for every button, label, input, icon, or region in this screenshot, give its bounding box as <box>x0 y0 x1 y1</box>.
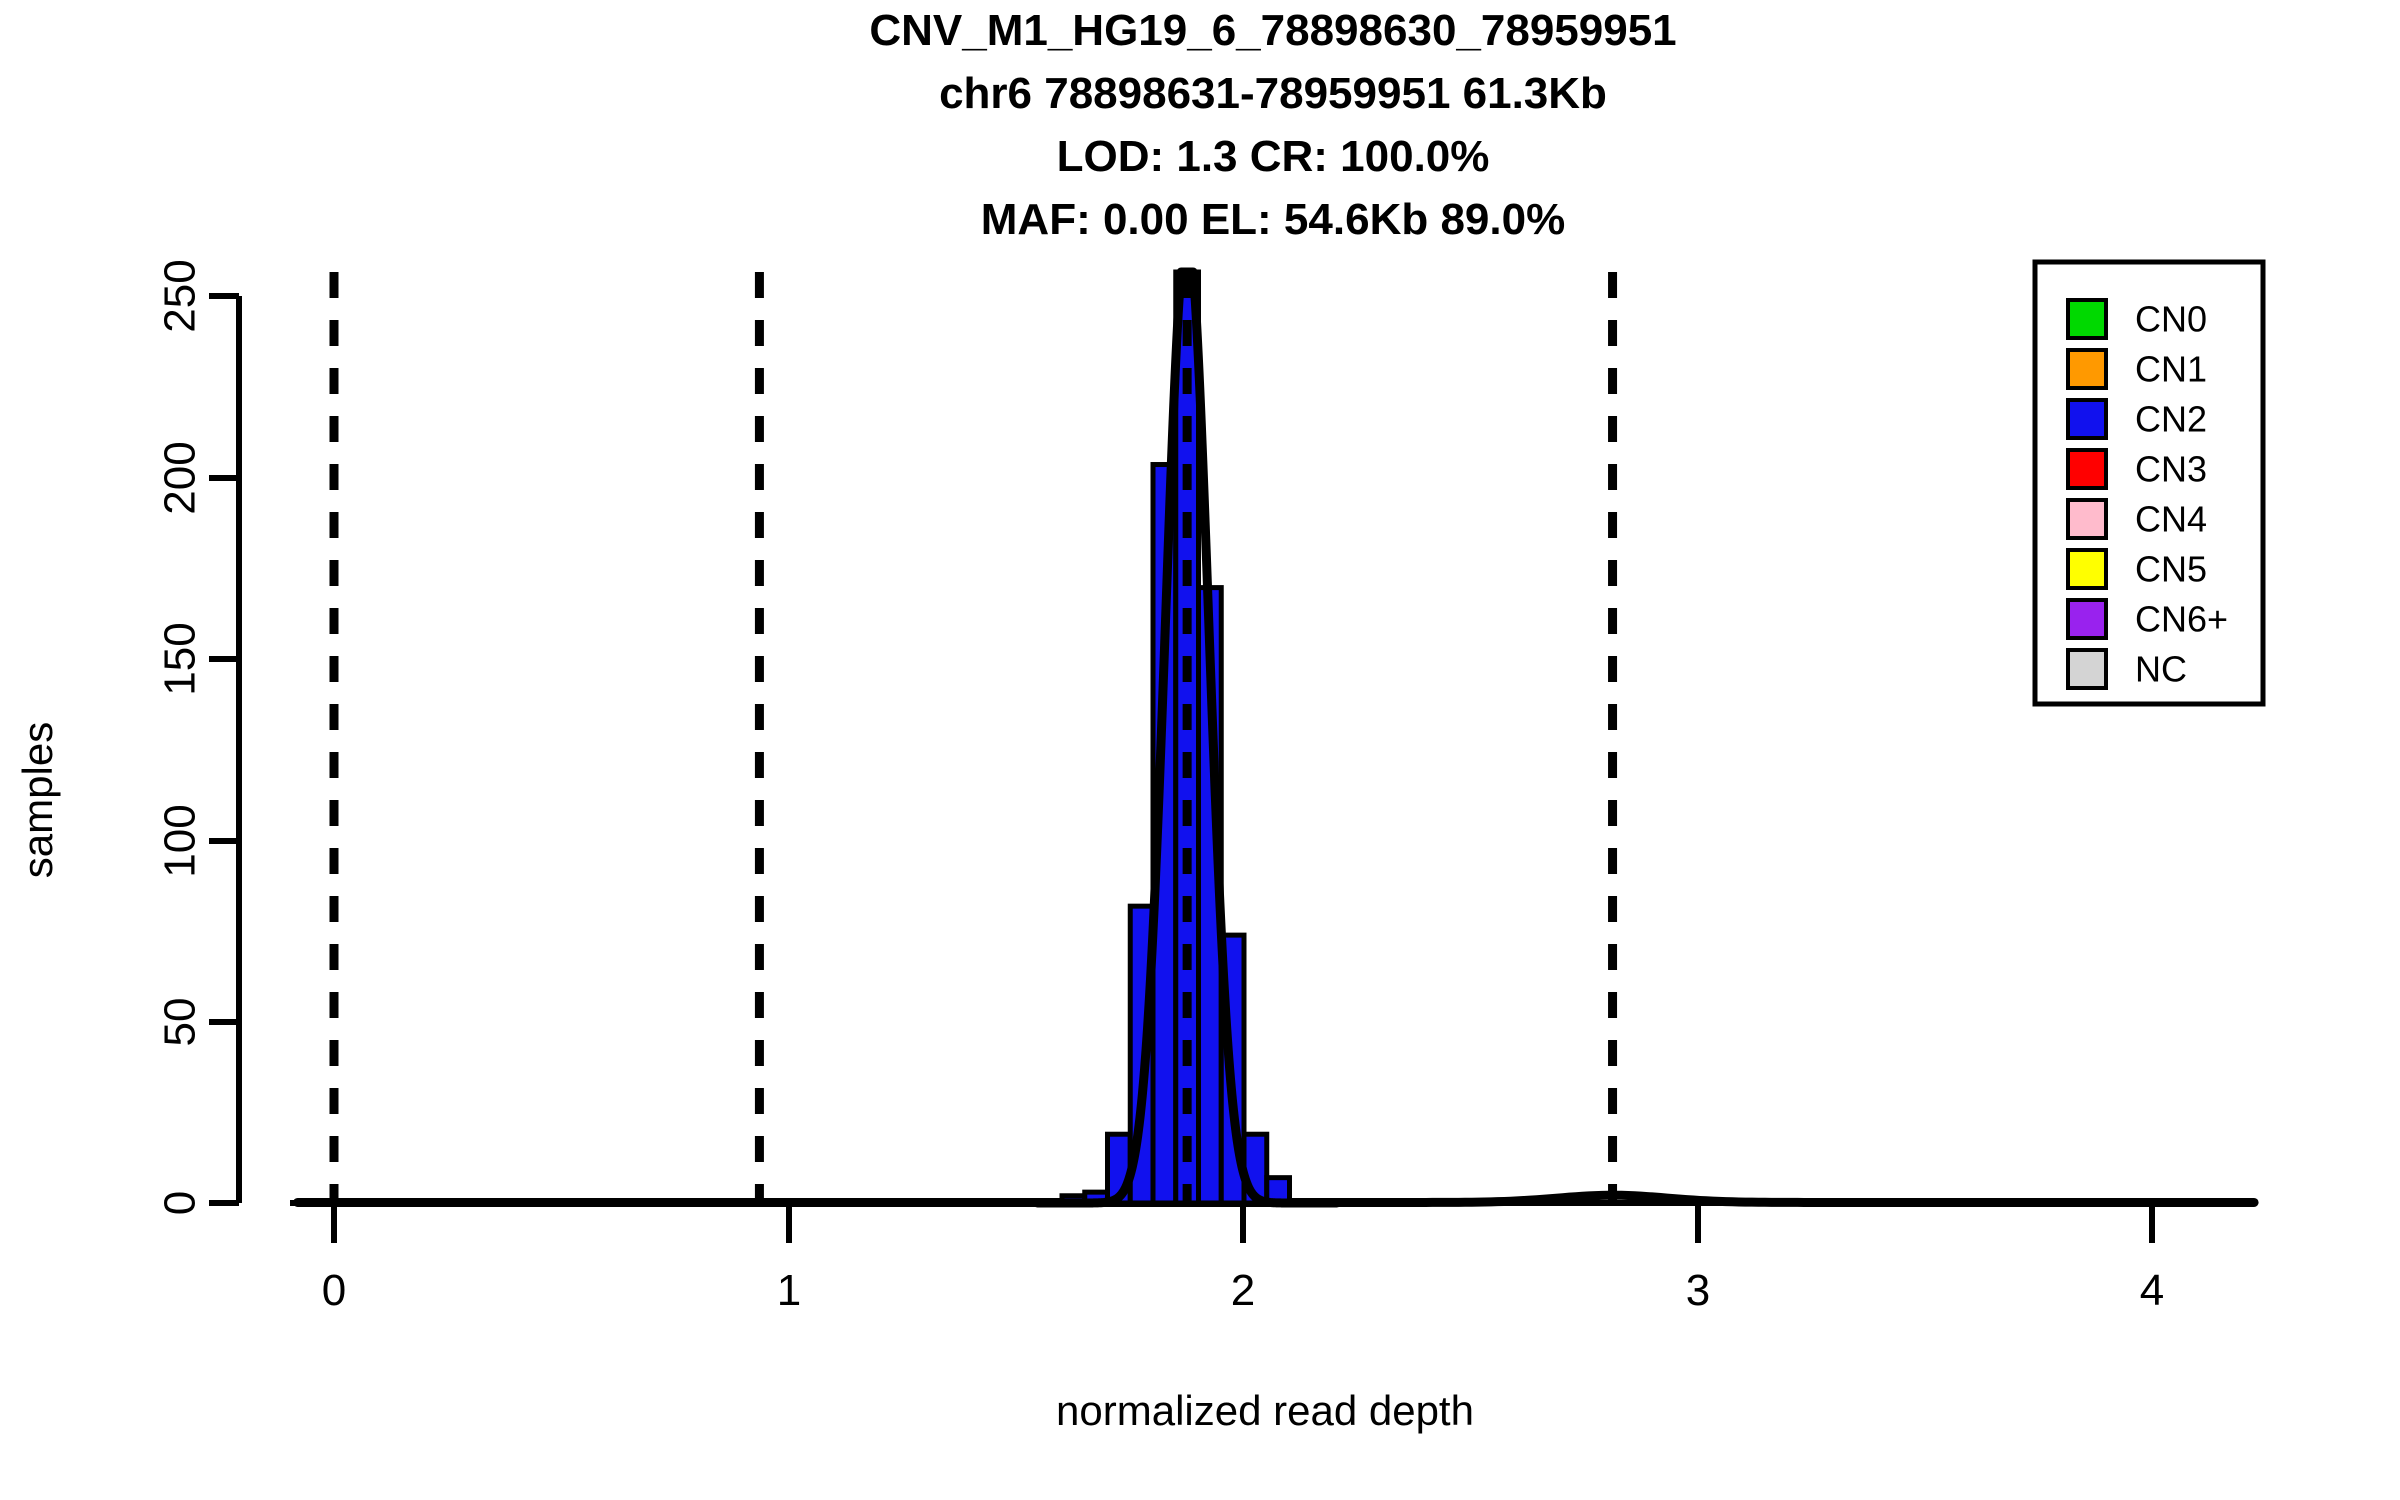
y-axis-title: samples <box>14 722 61 878</box>
legend-label-cn4: CN4 <box>2135 499 2207 540</box>
legend-swatch-cn0[interactable] <box>2066 298 2108 340</box>
y-tick-label-250: 250 <box>156 259 205 332</box>
legend-label-cn6plus: CN6+ <box>2135 599 2228 640</box>
x-axis-title: normalized read depth <box>1056 1387 1474 1434</box>
title-line-3: LOD: 1.3 CR: 100.0% <box>1057 132 1490 181</box>
x-tick-label-0: 0 <box>322 1266 346 1315</box>
y-tick-label-50: 50 <box>156 998 205 1047</box>
legend-swatch-cn1[interactable] <box>2066 348 2108 390</box>
plot-title-block: CNV_M1_HG19_6_78898630_78959951 chr6 788… <box>869 6 1676 244</box>
legend-swatch-cn5[interactable] <box>2066 548 2108 590</box>
legend-label-cn5: CN5 <box>2135 549 2207 590</box>
x-tick-label-1: 1 <box>777 1266 801 1315</box>
title-line-2: chr6 78898631-78959951 61.3Kb <box>939 69 1607 118</box>
x-tick-label-2: 2 <box>1231 1266 1255 1315</box>
legend-label-nc: NC <box>2135 649 2187 690</box>
y-tick-label-0: 0 <box>156 1191 205 1215</box>
legend-label-cn1: CN1 <box>2135 349 2207 390</box>
legend-swatch-cn4[interactable] <box>2066 498 2108 540</box>
title-line-1: CNV_M1_HG19_6_78898630_78959951 <box>869 6 1676 55</box>
legend-swatch-nc[interactable] <box>2066 648 2108 690</box>
y-tick-label-150: 150 <box>156 622 205 695</box>
copy-number-cut-lines <box>329 272 1618 1203</box>
legend-swatch-cn3[interactable] <box>2066 448 2108 490</box>
legend-items[interactable]: CN0 CN1 CN2 CN3 CN4 CN5 CN6+ NC <box>2066 298 2228 690</box>
y-tick-label-100: 100 <box>156 804 205 877</box>
legend[interactable]: CN0 CN1 CN2 CN3 CN4 CN5 CN6+ NC <box>2032 259 2266 707</box>
y-tick-label-200: 200 <box>156 441 205 514</box>
legend-swatch-cn2[interactable] <box>2066 398 2108 440</box>
legend-label-cn2: CN2 <box>2135 399 2207 440</box>
x-tick-label-4: 4 <box>2140 1266 2164 1315</box>
title-line-4: MAF: 0.00 EL: 54.6Kb 89.0% <box>981 195 1565 244</box>
x-tick-label-3: 3 <box>1686 1266 1710 1315</box>
legend-label-cn0: CN0 <box>2135 299 2207 340</box>
legend-label-cn3: CN3 <box>2135 449 2207 490</box>
legend-swatch-cn6plus[interactable] <box>2066 598 2108 640</box>
y-axis: 0 50 100 150 200 250 samples <box>14 259 242 1215</box>
